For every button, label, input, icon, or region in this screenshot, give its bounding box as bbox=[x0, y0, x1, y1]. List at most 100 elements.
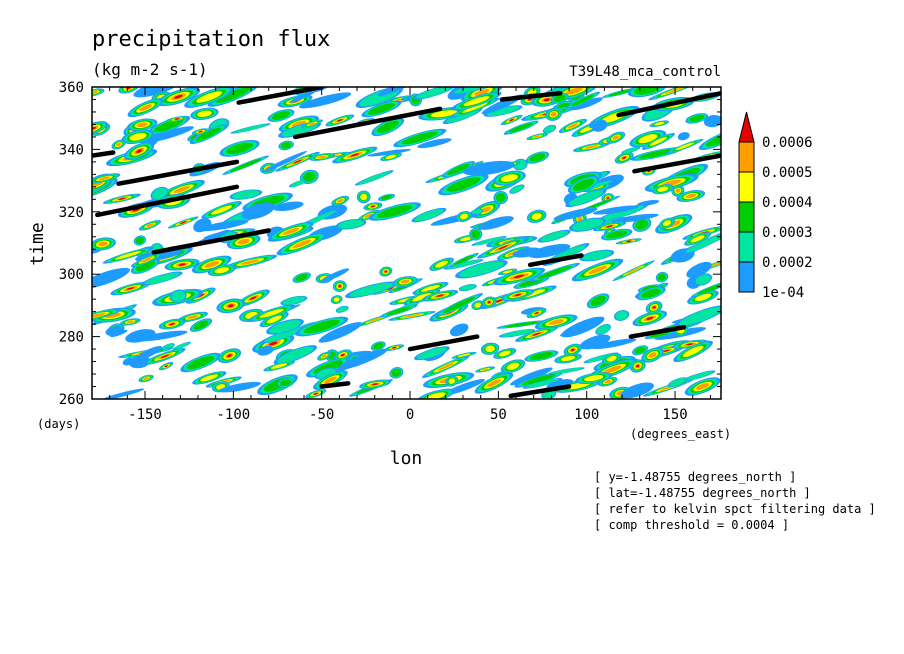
precip-cell bbox=[217, 348, 242, 364]
precip-level bbox=[682, 345, 704, 357]
precip-cell bbox=[470, 208, 484, 215]
precip-cell bbox=[652, 184, 674, 195]
precip-level bbox=[173, 186, 191, 193]
precip-level bbox=[696, 383, 709, 390]
precip-level bbox=[380, 194, 393, 200]
precip-level bbox=[584, 145, 599, 149]
precip-cell bbox=[629, 359, 646, 373]
precip-cell bbox=[500, 114, 523, 126]
precip-cell bbox=[412, 281, 449, 295]
precip-cell bbox=[379, 266, 393, 277]
precip-cell bbox=[534, 314, 578, 330]
precip-level bbox=[622, 147, 639, 154]
precip-level bbox=[710, 261, 721, 267]
precip-level bbox=[321, 354, 327, 358]
precip-level bbox=[227, 354, 232, 358]
precip-cell bbox=[102, 246, 154, 264]
kelvin-track bbox=[527, 253, 584, 268]
precip-cell bbox=[201, 201, 242, 219]
precip-cell bbox=[389, 367, 404, 379]
precip-level bbox=[160, 354, 169, 359]
precip-level bbox=[174, 342, 190, 350]
precip-level bbox=[126, 320, 134, 324]
precip-level bbox=[485, 345, 495, 353]
precip-level bbox=[180, 221, 187, 224]
precip-level bbox=[514, 293, 522, 297]
precip-cell bbox=[612, 260, 655, 282]
precip-level bbox=[565, 87, 583, 95]
precip-level bbox=[320, 268, 350, 283]
precip-cell bbox=[241, 202, 275, 220]
precip-level bbox=[548, 319, 564, 325]
precip-cell bbox=[141, 271, 183, 286]
precip-level bbox=[143, 377, 150, 380]
precip-level bbox=[510, 367, 553, 386]
precip-level bbox=[606, 196, 610, 199]
precip-level bbox=[293, 159, 303, 164]
precip-level bbox=[135, 236, 145, 245]
precip-cell bbox=[384, 344, 405, 352]
precip-level bbox=[487, 379, 501, 387]
precip-cell bbox=[451, 91, 502, 111]
precip-level bbox=[377, 205, 413, 218]
precip-cell bbox=[591, 119, 608, 132]
precip-level bbox=[572, 178, 595, 191]
precip-cell bbox=[421, 355, 470, 378]
precip-cell bbox=[672, 339, 708, 349]
precip-cell bbox=[591, 338, 637, 350]
precip-cell bbox=[380, 152, 402, 162]
precip-cell bbox=[434, 293, 484, 317]
precip-cell bbox=[218, 381, 262, 393]
precip-cell bbox=[481, 296, 497, 308]
precip-level bbox=[584, 374, 604, 382]
precip-cell bbox=[554, 353, 582, 364]
precip-level bbox=[261, 150, 308, 173]
precip-cell bbox=[676, 189, 706, 203]
precip-level bbox=[336, 199, 344, 203]
note-line-1: [ y=-1.48755 degrees_north ] bbox=[594, 470, 796, 484]
precip-cell bbox=[219, 140, 260, 157]
precip-cell bbox=[331, 195, 350, 206]
precip-cell bbox=[641, 132, 675, 150]
precip-cell bbox=[438, 173, 489, 196]
precip-cell bbox=[691, 280, 721, 298]
precip-level bbox=[273, 201, 304, 212]
precip-level bbox=[414, 208, 444, 222]
precip-cell bbox=[222, 155, 270, 175]
precip-cell bbox=[509, 184, 525, 194]
precip-level bbox=[626, 266, 642, 275]
precip-cell bbox=[305, 389, 327, 399]
precip-level bbox=[686, 261, 712, 278]
precip-cell bbox=[492, 170, 526, 186]
precip-level bbox=[430, 110, 458, 118]
precip-level bbox=[528, 243, 571, 259]
precip-level bbox=[460, 284, 476, 291]
precip-level bbox=[324, 376, 337, 384]
precip-cell bbox=[267, 109, 295, 122]
plot-frame bbox=[91, 86, 722, 400]
kelvin-track bbox=[236, 87, 324, 105]
precip-cell bbox=[333, 349, 352, 361]
precip-cell bbox=[368, 202, 421, 221]
x-tick-label: 50 bbox=[490, 407, 507, 423]
precip-cell bbox=[92, 308, 122, 322]
precip-level bbox=[685, 232, 721, 253]
precip-level bbox=[553, 94, 566, 102]
precip-cell bbox=[475, 366, 496, 373]
precip-level bbox=[385, 154, 397, 160]
precip-cell bbox=[275, 151, 320, 172]
x-units-label: (degrees_east) bbox=[630, 427, 731, 441]
precip-level bbox=[136, 149, 143, 153]
precip-level bbox=[504, 321, 540, 328]
precip-cell bbox=[493, 190, 508, 205]
precip-level bbox=[636, 364, 640, 368]
precip-cell bbox=[191, 128, 210, 135]
precip-cell bbox=[109, 329, 128, 338]
y-tick-label: 300 bbox=[59, 267, 84, 283]
precip-level bbox=[567, 123, 578, 129]
precip-cell bbox=[273, 345, 317, 365]
colorbar-box bbox=[738, 171, 755, 203]
precip-cell bbox=[165, 115, 189, 123]
precip-cell bbox=[190, 107, 219, 120]
